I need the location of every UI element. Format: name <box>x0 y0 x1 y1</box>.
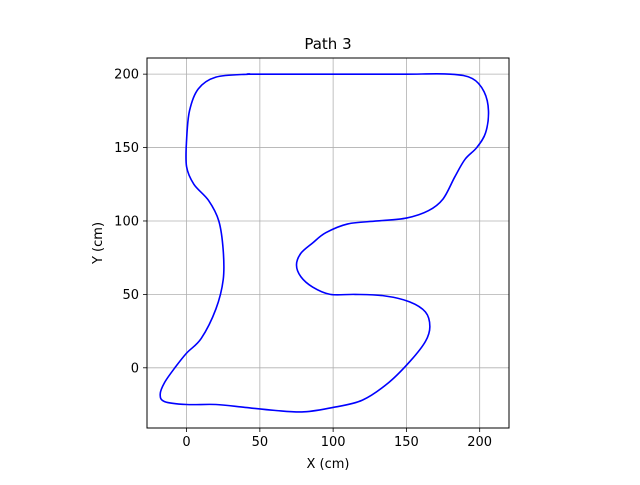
x-tick-label: 200 <box>467 435 492 450</box>
x-tick-label: 0 <box>182 435 190 450</box>
chart-title: Path 3 <box>304 35 351 53</box>
axis-ticks: 0 50 100 150 200 0 50 100 150 200 <box>114 68 492 450</box>
plot-frame <box>146 57 510 429</box>
x-tick-label: 100 <box>321 435 346 450</box>
path-series-line <box>159 73 490 413</box>
x-tick-label: 150 <box>394 435 419 450</box>
y-tick-label: 0 <box>131 361 139 376</box>
y-tick-label: 200 <box>114 68 139 83</box>
y-tick-label: 100 <box>114 214 139 229</box>
y-axis-label: Y (cm) <box>91 222 106 265</box>
x-tick-label: 50 <box>252 435 269 450</box>
y-tick-label: 50 <box>122 288 139 303</box>
series-layer <box>159 73 490 413</box>
x-axis-label: X (cm) <box>307 457 350 472</box>
y-tick-label: 150 <box>114 141 139 156</box>
